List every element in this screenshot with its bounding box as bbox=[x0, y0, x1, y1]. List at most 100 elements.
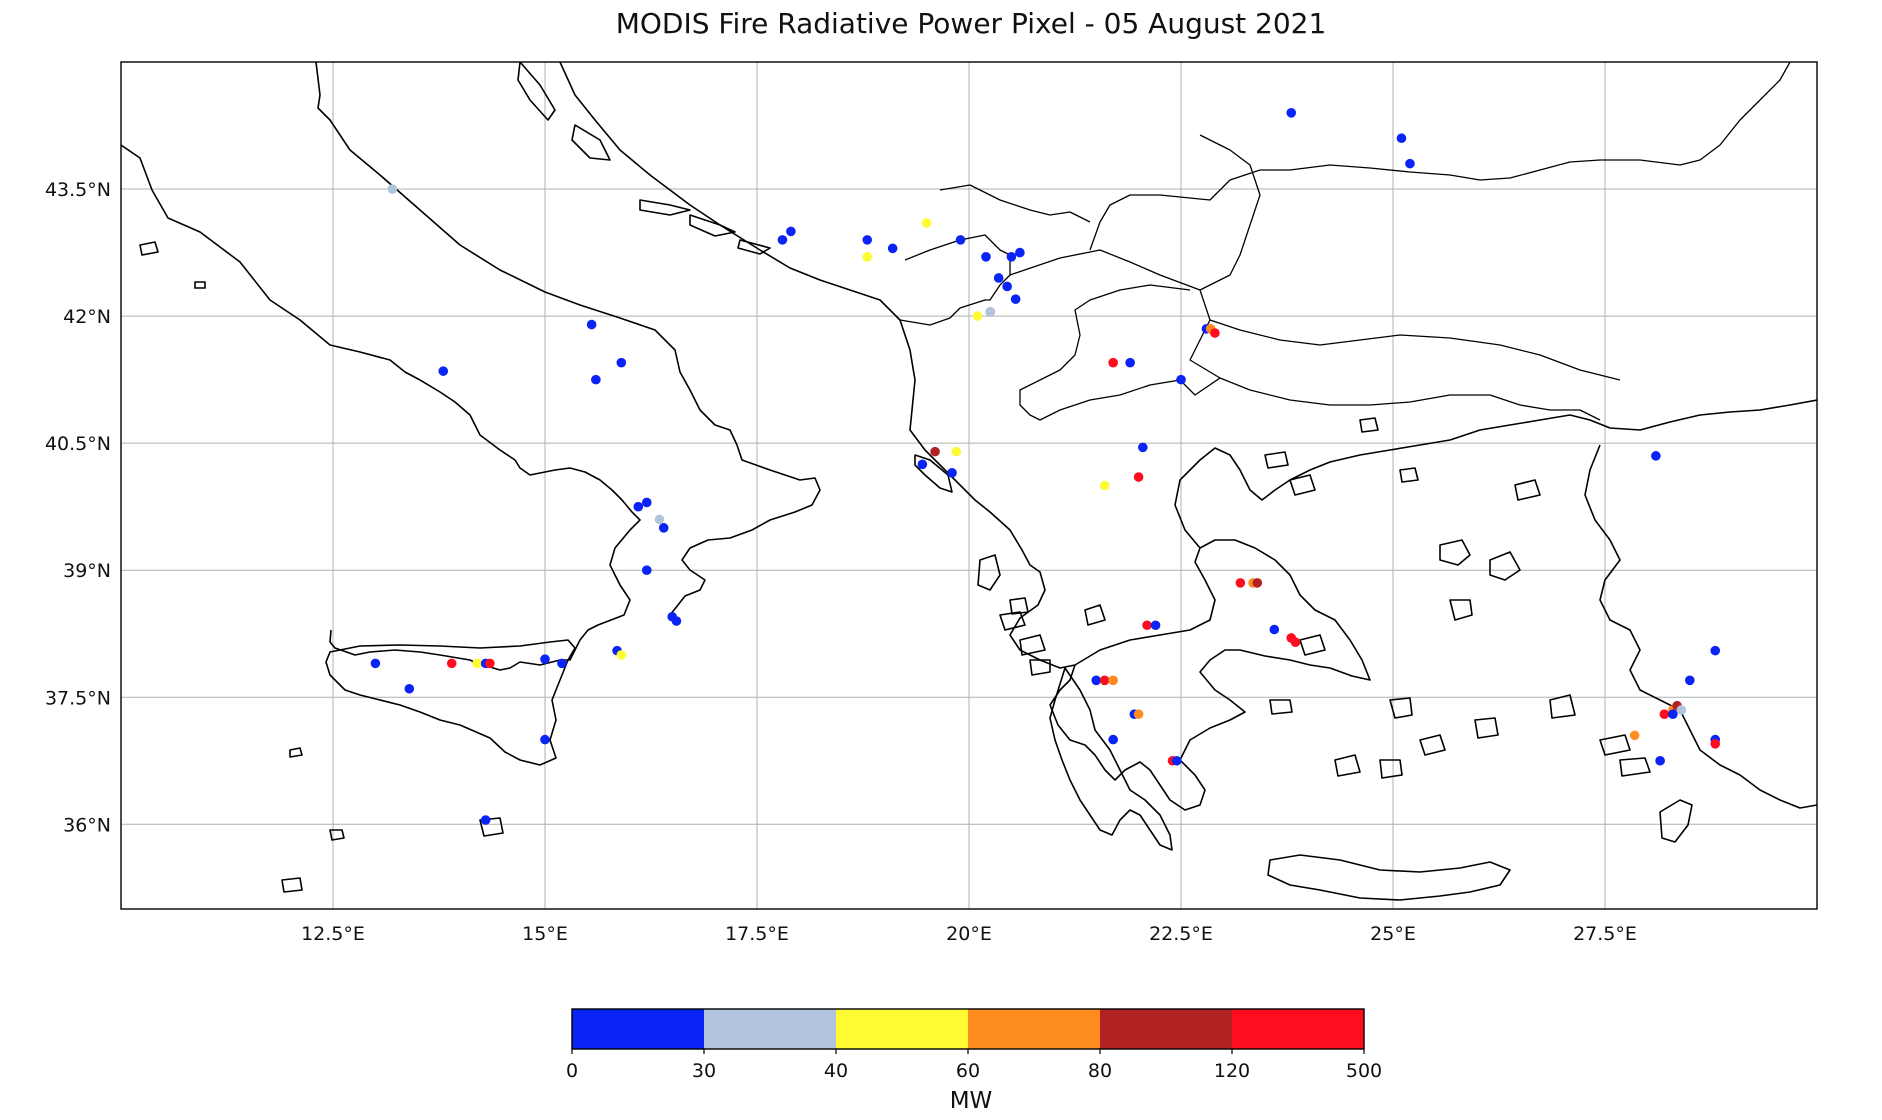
chart-title: MODIS Fire Radiative Power Pixel - 05 Au… bbox=[616, 7, 1327, 40]
fire-point bbox=[1676, 705, 1687, 715]
fire-point bbox=[658, 523, 669, 533]
colorbar-tick-label: 0 bbox=[566, 1060, 578, 1082]
fire-point bbox=[472, 658, 482, 669]
fire-point bbox=[1685, 675, 1695, 686]
fire-point bbox=[641, 497, 652, 508]
fire-point bbox=[1176, 374, 1186, 385]
x-tick-label: 20°E bbox=[946, 923, 992, 945]
fire-point bbox=[485, 658, 495, 669]
rhodes-coastline bbox=[1659, 799, 1693, 843]
fire-point bbox=[1010, 294, 1021, 304]
coastlines-and-borders bbox=[121, 62, 1817, 901]
map-frame bbox=[120, 61, 1818, 910]
fire-point bbox=[654, 514, 665, 525]
fire-point bbox=[1235, 578, 1246, 588]
x-tick-label: 15°E bbox=[522, 923, 568, 945]
fire-point bbox=[981, 252, 991, 262]
balkan-adriatic-coast bbox=[559, 62, 1076, 669]
map-plot-area[interactable] bbox=[120, 61, 1818, 910]
fire-point bbox=[1629, 730, 1640, 741]
fire-point bbox=[616, 650, 627, 660]
aegean-islands bbox=[1009, 417, 1651, 779]
fire-point bbox=[1655, 755, 1665, 766]
colorbar-segment bbox=[1232, 1009, 1365, 1049]
fire-point bbox=[1659, 709, 1670, 719]
fire-point bbox=[370, 658, 381, 669]
fire-point bbox=[1710, 739, 1721, 749]
latitude-tick-labels: 43.5°N 42°N 40.5°N 39°N 37.5°N 36°N bbox=[45, 179, 111, 836]
colorbar-tick-label: 30 bbox=[692, 1060, 716, 1082]
fire-point bbox=[786, 226, 796, 237]
fire-point bbox=[1269, 624, 1280, 635]
colorbar-tick-label: 40 bbox=[824, 1060, 848, 1082]
north-aegean-coast bbox=[1174, 399, 1817, 549]
y-tick-label: 36°N bbox=[63, 814, 111, 836]
colorbar: 0 30 40 60 80 120 500 MW bbox=[566, 1008, 1382, 1114]
colorbar-segment bbox=[572, 1009, 705, 1049]
fire-point bbox=[1651, 451, 1661, 461]
fire-point bbox=[887, 243, 898, 254]
fire-point bbox=[591, 374, 601, 385]
colorbar-segment bbox=[704, 1009, 837, 1049]
x-tick-label: 17.5°E bbox=[725, 923, 789, 945]
fire-point bbox=[404, 683, 415, 694]
colorbar-tick-label: 120 bbox=[1214, 1060, 1250, 1082]
turkey-aegean-coast bbox=[1584, 444, 1817, 809]
fire-point bbox=[1396, 133, 1407, 144]
fire-point bbox=[616, 357, 627, 368]
fire-point bbox=[862, 252, 873, 262]
dalmatian-islands bbox=[139, 62, 771, 893]
fire-point bbox=[972, 311, 983, 321]
fire-point bbox=[1091, 675, 1101, 686]
fire-point bbox=[1002, 281, 1012, 292]
x-tick-label: 25°E bbox=[1370, 923, 1416, 945]
fire-point bbox=[641, 565, 652, 575]
x-tick-label: 22.5°E bbox=[1149, 923, 1213, 945]
fire-point bbox=[777, 235, 788, 245]
peloponnese-coastline bbox=[1049, 667, 1173, 851]
fire-point bbox=[1405, 158, 1415, 169]
ionian-islands bbox=[977, 554, 1051, 676]
x-tick-label: 27.5°E bbox=[1573, 923, 1637, 945]
fire-point bbox=[1668, 709, 1678, 719]
fire-point bbox=[1108, 734, 1118, 745]
fire-point bbox=[540, 734, 550, 745]
fire-point bbox=[1099, 675, 1110, 686]
fire-point bbox=[1171, 755, 1182, 766]
fire-point bbox=[1142, 620, 1152, 631]
y-tick-label: 37.5°N bbox=[45, 687, 111, 709]
colorbar-unit-label: MW bbox=[950, 1088, 993, 1114]
sicily-coastline bbox=[325, 639, 576, 766]
fire-point bbox=[1099, 480, 1110, 491]
fire-point bbox=[930, 446, 940, 457]
fire-point bbox=[1108, 357, 1118, 368]
fire-point bbox=[446, 658, 457, 669]
colorbar-segment bbox=[968, 1009, 1101, 1049]
y-tick-label: 42°N bbox=[63, 306, 111, 328]
fire-point bbox=[917, 459, 928, 470]
fire-point bbox=[985, 307, 995, 317]
colorbar-segment bbox=[836, 1009, 969, 1049]
graticule bbox=[121, 62, 1817, 909]
fire-point bbox=[633, 501, 644, 512]
fire-point bbox=[921, 218, 932, 228]
fire-point bbox=[1150, 620, 1161, 631]
colorbar-segment bbox=[1100, 1009, 1233, 1049]
y-tick-label: 39°N bbox=[63, 560, 111, 582]
fire-point bbox=[1138, 442, 1148, 453]
fire-point bbox=[951, 446, 962, 457]
fire-point bbox=[947, 467, 957, 478]
fire-point bbox=[671, 616, 682, 626]
fire-point bbox=[557, 658, 567, 669]
longitude-tick-labels: 12.5°E 15°E 17.5°E 20°E 22.5°E 25°E 27.5°E bbox=[301, 923, 1637, 945]
colorbar-tick-label: 80 bbox=[1088, 1060, 1112, 1082]
fire-point bbox=[1015, 247, 1025, 258]
corfu-coastline bbox=[914, 454, 953, 493]
fire-point bbox=[1133, 472, 1144, 482]
fire-point bbox=[1252, 578, 1263, 588]
colorbar-tick-label: 500 bbox=[1346, 1060, 1382, 1082]
y-tick-label: 43.5°N bbox=[45, 179, 111, 201]
x-tick-label: 12.5°E bbox=[301, 923, 365, 945]
greece-coastline bbox=[1049, 539, 1371, 811]
